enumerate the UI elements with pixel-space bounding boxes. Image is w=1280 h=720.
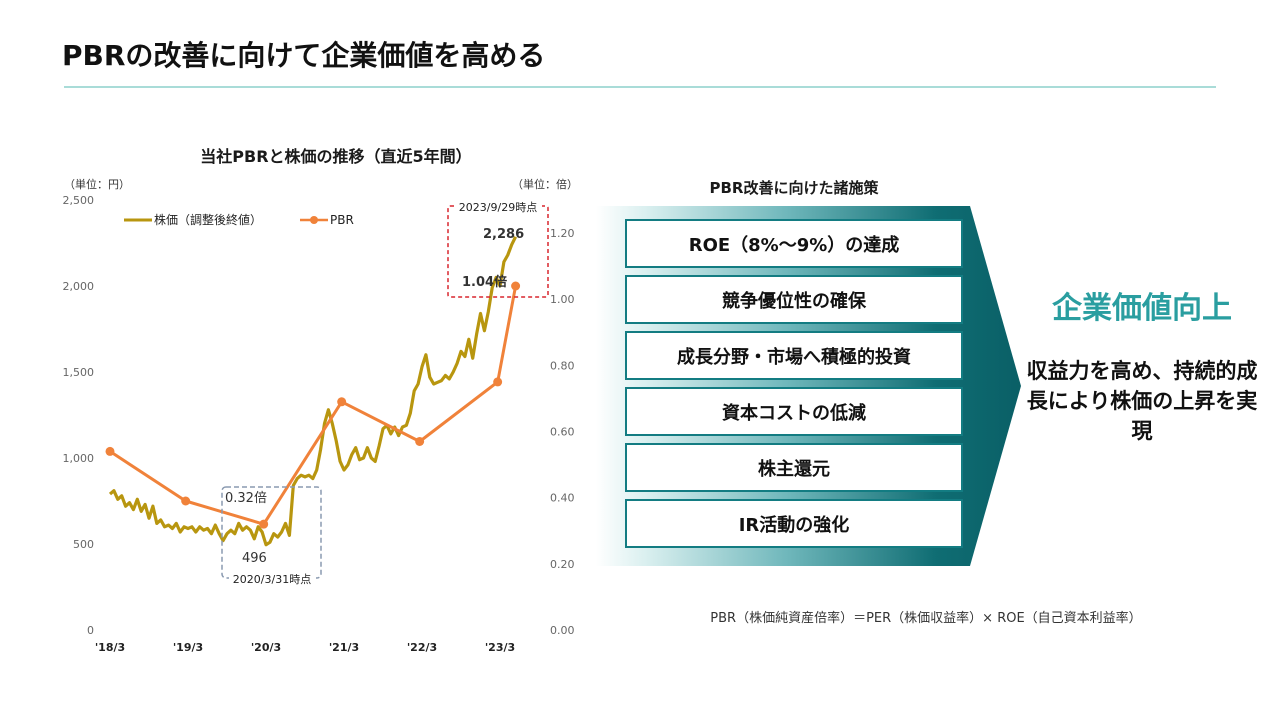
right-axis-ticks: 0.00 0.20 0.40 0.60 0.80 1.00 1.20 xyxy=(550,227,575,637)
measure-ir-activities: IR活動の強化 xyxy=(625,499,963,548)
left-axis-unit: （単位：円） xyxy=(64,178,130,191)
right-axis-tick-label: 1.00 xyxy=(550,293,575,306)
pbr-series-line xyxy=(109,285,518,526)
measure-competitive-advantage: 競争優位性の確保 xyxy=(625,275,963,324)
right-axis-tick-label: 0.20 xyxy=(550,558,575,571)
x-axis-tick-label: '18/3 xyxy=(95,641,125,654)
pbr-point xyxy=(105,446,115,456)
low-date-label: 2020/3/31時点 xyxy=(233,573,311,586)
left-axis-tick-label: 2,000 xyxy=(63,280,95,293)
high-pbr-label: 1.04倍 xyxy=(462,274,507,290)
left-axis-tick-label: 1,500 xyxy=(63,366,95,379)
high-date-backdrop xyxy=(454,199,542,214)
measure-cost-of-capital: 資本コストの低減 xyxy=(625,387,963,436)
pbr-point xyxy=(259,519,269,529)
x-axis-ticks: '18/3 '19/3 '20/3 '21/3 '22/3 '23/3 xyxy=(95,641,515,654)
right-axis-tick-label: 1.20 xyxy=(550,227,575,240)
x-axis-tick-label: '22/3 xyxy=(407,641,437,654)
pbr-formula: PBR（株価純資産倍率）＝PER（株価収益率）× ROE（自己資本利益率） xyxy=(710,611,1142,626)
right-axis-tick-label: 0.40 xyxy=(550,492,575,505)
measures-title: PBR改善に向けた諸施策 xyxy=(709,179,879,197)
low-point-box xyxy=(221,486,322,579)
low-price-label: 496 xyxy=(242,551,267,566)
high-date-label: 2023/9/29時点 xyxy=(459,201,537,214)
left-axis-tick-label: 500 xyxy=(73,538,94,551)
chart-title: 当社PBRと株価の推移（直近5年間） xyxy=(200,147,472,166)
measure-growth-investment: 成長分野・市場へ積極的投資 xyxy=(625,331,963,380)
x-axis-tick-label: '19/3 xyxy=(173,641,203,654)
right-axis-tick-label: 0.00 xyxy=(550,624,575,637)
left-axis-tick-label: 0 xyxy=(87,624,94,637)
pbr-point xyxy=(511,281,521,291)
right-axis-tick-label: 0.80 xyxy=(550,359,575,372)
low-pbr-label: 0.32倍 xyxy=(225,491,267,506)
x-axis-tick-label: '20/3 xyxy=(251,641,281,654)
pbr-point xyxy=(493,377,503,387)
series-layer xyxy=(105,236,521,547)
left-axis-tick-label: 1,000 xyxy=(63,452,95,465)
outcome-title: 企業価値向上 xyxy=(1052,291,1232,326)
price-series-line xyxy=(108,236,518,547)
legend-pbr-label: PBR xyxy=(330,213,354,227)
high-price-label: 2,286 xyxy=(483,227,524,242)
measure-roe: ROE（8%～9%）の達成 xyxy=(625,219,963,268)
title-divider xyxy=(64,86,1216,88)
outcome-description: 収益力を高め、持続的成長により株価の上昇を実現 xyxy=(1026,359,1258,443)
page-title: PBRの改善に向けて企業価値を高める xyxy=(62,39,546,72)
high-point-box xyxy=(447,205,549,298)
legend-pbr-marker xyxy=(310,216,318,224)
x-axis-tick-label: '21/3 xyxy=(329,641,359,654)
pbr-point xyxy=(181,496,191,506)
right-axis-tick-label: 0.60 xyxy=(550,426,575,439)
measures-list: ROE（8%～9%）の達成 競争優位性の確保 成長分野・市場へ積極的投資 資本コ… xyxy=(625,219,963,555)
right-axis-unit: （単位：倍） xyxy=(512,178,578,191)
x-axis-tick-label: '23/3 xyxy=(485,641,515,654)
stock-pbr-chart: 0 500 1,000 1,500 2,000 2,500 0.00 0.20 0.40 0.6… xyxy=(63,194,575,654)
pbr-point xyxy=(337,397,347,407)
left-axis-tick-label: 2,500 xyxy=(63,194,95,207)
measure-shareholder-returns: 株主還元 xyxy=(625,443,963,492)
left-axis-ticks: 0 500 1,000 1,500 2,000 2,500 xyxy=(63,194,95,637)
low-date-backdrop xyxy=(229,571,316,587)
legend-price-label: 株価（調整後終値） xyxy=(154,212,262,227)
pbr-point xyxy=(415,436,425,446)
chart-legend: 株価（調整後終値） PBR xyxy=(124,212,354,227)
